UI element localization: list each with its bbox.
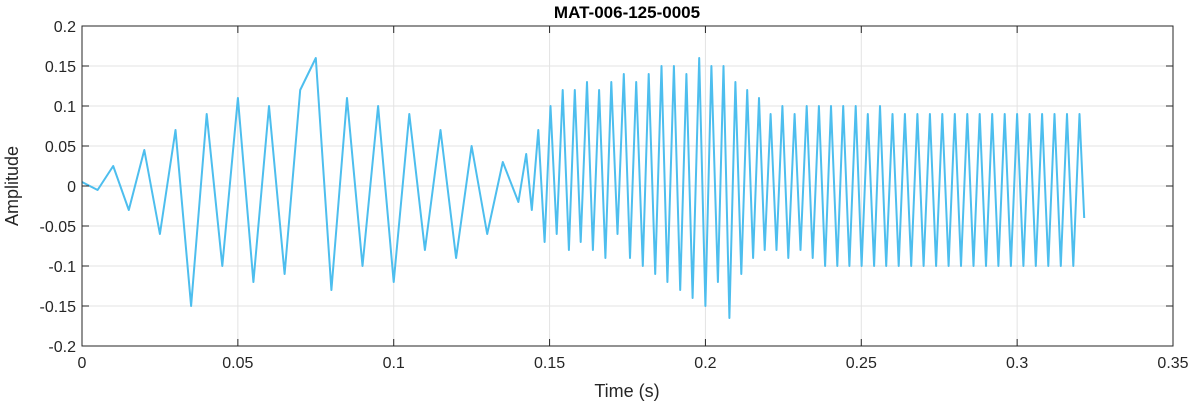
y-tick-label: -0.05 bbox=[40, 219, 77, 236]
chart-title: MAT-006-125-0005 bbox=[554, 3, 700, 22]
y-tick-label: 0.2 bbox=[54, 19, 76, 36]
y-tick-label: -0.1 bbox=[48, 259, 76, 276]
x-tick-label: 0.3 bbox=[1006, 355, 1028, 372]
y-tick-label: -0.2 bbox=[48, 339, 76, 356]
x-axis: 0 0.05 0.1 0.15 0.2 0.25 0.3 0.35 bbox=[78, 26, 1189, 372]
x-axis-label: Time (s) bbox=[594, 381, 659, 401]
x-tick-label: 0 bbox=[78, 355, 87, 372]
x-tick-label: 0.15 bbox=[534, 355, 565, 372]
series-line bbox=[81, 57, 1086, 319]
y-tick-label: 0.05 bbox=[45, 139, 76, 156]
y-tick-label: 0.15 bbox=[45, 59, 76, 76]
x-tick-label: 0.1 bbox=[383, 355, 405, 372]
y-tick-label: -0.15 bbox=[40, 299, 77, 316]
y-tick-label: 0 bbox=[67, 179, 76, 196]
x-tick-label: 0.05 bbox=[222, 355, 253, 372]
x-tick-label: 0.35 bbox=[1157, 355, 1188, 372]
x-tick-label: 0.2 bbox=[694, 355, 716, 372]
x-tick-label: 0.25 bbox=[846, 355, 877, 372]
y-axis-label: Amplitude bbox=[2, 146, 22, 226]
y-tick-label: 0.1 bbox=[54, 99, 76, 116]
y-axis: 0.2 0.15 0.1 0.05 0 -0.05 -0.1 -0.15 -0.2 bbox=[40, 19, 1173, 356]
